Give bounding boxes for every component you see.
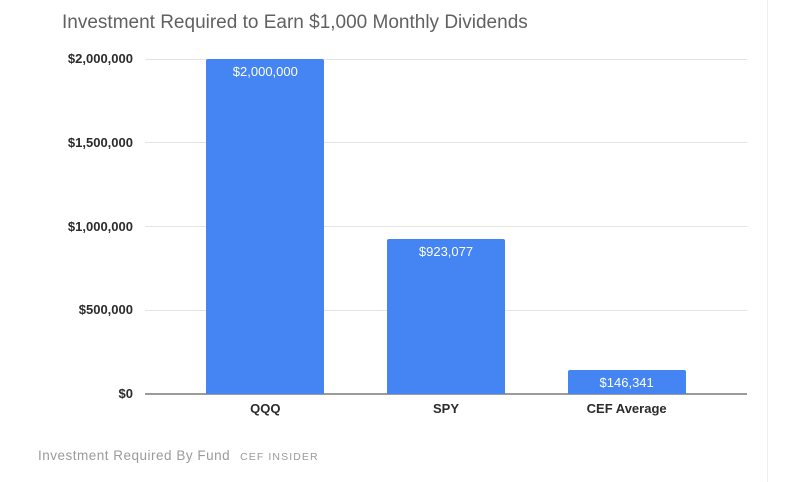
bar-qqq: $2,000,000 (206, 59, 325, 394)
y-axis-tick-label: $500,000 (78, 302, 133, 318)
chart-title: Investment Required to Earn $1,000 Month… (62, 12, 528, 33)
y-axis-tick-label: $1,000,000 (67, 218, 133, 234)
y-axis-tick-label: $2,000,000 (67, 51, 133, 66)
gridline (145, 142, 747, 144)
x-axis-category-label: QQQ (250, 401, 281, 416)
bar-value-label: $146,341 (599, 374, 654, 390)
bar-cef-average: $146,341 (567, 369, 686, 394)
bar-value-label: $923,077 (418, 244, 474, 260)
y-axis-tick-label: $1,500,000 (67, 134, 133, 150)
gridline (145, 226, 747, 227)
screenshot-edge-line (767, 0, 768, 482)
plot-area: $0 $500,000 $1,000,000 $1,500,000 $2,000,000… (68, 51, 747, 416)
bar-spy: $923,077 (387, 239, 505, 394)
footer-caption: Investment Required By Fund (38, 448, 231, 463)
chart-footer: Investment Required By Fund CEF INSIDER (38, 447, 319, 465)
x-axis-category-label: CEF Average (586, 401, 667, 416)
y-axis-tick-label: $0 (118, 386, 133, 401)
gridline (145, 58, 747, 60)
x-axis-line (145, 393, 747, 395)
bar-value-label: $2,000,000 (232, 64, 298, 79)
footer-brand: CEF INSIDER (240, 451, 319, 463)
x-axis-category-label: SPY (432, 401, 460, 416)
